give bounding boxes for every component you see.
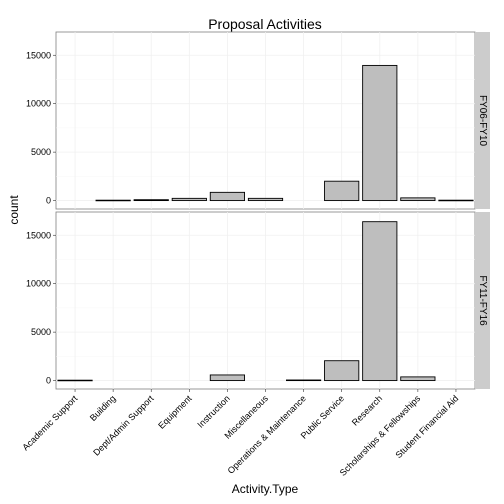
y-tick-label: 0 <box>46 196 51 206</box>
x-tick-label: Research <box>350 393 384 427</box>
bar-0-8 <box>362 64 398 202</box>
facet-panel-0: 0 5000 10000 15000 FY06-FY10 <box>26 31 490 210</box>
bar-0-1 <box>95 199 131 202</box>
y-tick-label: 15000 <box>26 230 51 240</box>
bar-1-4 <box>209 374 246 382</box>
bar-0-9 <box>400 197 436 202</box>
x-axis-title: Activity.Type <box>232 482 299 496</box>
facet-strip <box>476 212 490 389</box>
y-tick-label: 5000 <box>31 147 51 157</box>
x-tick-label: Building <box>88 393 118 423</box>
bar-1-8 <box>362 221 398 382</box>
facet-strip-label: FY06-FY10 <box>477 95 488 147</box>
bar-0-7 <box>324 180 360 202</box>
chart-title: Proposal Activities <box>208 16 322 32</box>
x-tick-label: Academic Support <box>20 393 79 452</box>
bar-1-7 <box>324 360 360 382</box>
bar-1-6 <box>286 379 322 382</box>
bar-1-9 <box>400 376 436 382</box>
y-tick-label: 10000 <box>26 279 51 289</box>
bar-0-10 <box>438 199 474 202</box>
x-tick-label: Student Financial Aid <box>394 393 461 460</box>
y-tick-label: 10000 <box>26 99 51 109</box>
y-tick-label: 0 <box>46 376 51 386</box>
bar-0-3 <box>171 197 207 202</box>
y-tick-label: 15000 <box>26 50 51 60</box>
facet-strip-label: FY11-FY16 <box>477 275 488 326</box>
y-axis-title: count <box>7 195 21 225</box>
facet-panel-1: 0 5000 10000 15000 FY11-FY16 <box>26 211 490 390</box>
bar-0-4 <box>209 191 246 202</box>
bar-0-5 <box>247 197 284 202</box>
x-tick-label: Instruction <box>195 393 231 429</box>
x-tick-label: Equipment <box>156 393 194 431</box>
bar-0-2 <box>133 199 169 202</box>
facet-panels: 0 5000 10000 15000 FY06-FY10 0 5000 10000 15000 F… <box>26 31 490 390</box>
x-tick-label: Operations & Maintenance <box>226 393 308 475</box>
bar-1-0 <box>57 379 93 382</box>
facet-strip <box>476 32 490 209</box>
y-tick-label: 5000 <box>31 327 51 337</box>
